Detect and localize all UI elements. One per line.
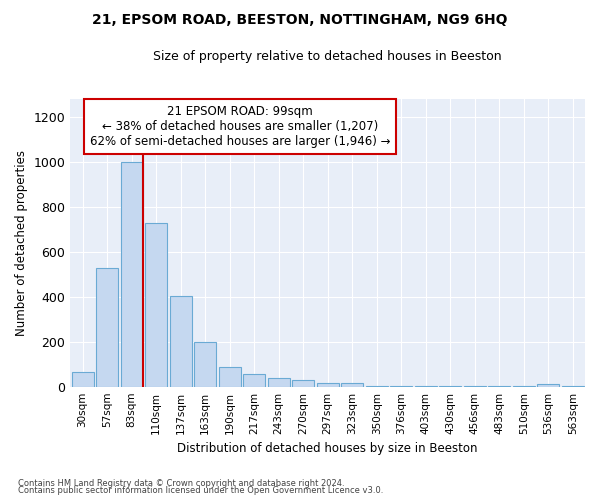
Bar <box>194 342 216 386</box>
Bar <box>71 372 94 386</box>
Bar <box>341 384 363 386</box>
Bar <box>317 384 338 386</box>
Y-axis label: Number of detached properties: Number of detached properties <box>15 150 28 336</box>
Text: Contains HM Land Registry data © Crown copyright and database right 2024.: Contains HM Land Registry data © Crown c… <box>18 478 344 488</box>
Bar <box>121 162 143 386</box>
Bar <box>243 374 265 386</box>
Title: Size of property relative to detached houses in Beeston: Size of property relative to detached ho… <box>154 50 502 63</box>
Bar <box>170 296 191 386</box>
Bar <box>218 367 241 386</box>
Bar <box>145 222 167 386</box>
X-axis label: Distribution of detached houses by size in Beeston: Distribution of detached houses by size … <box>178 442 478 455</box>
Bar <box>292 380 314 386</box>
Bar <box>96 268 118 386</box>
Text: 21 EPSOM ROAD: 99sqm
← 38% of detached houses are smaller (1,207)
62% of semi-de: 21 EPSOM ROAD: 99sqm ← 38% of detached h… <box>90 104 391 148</box>
Bar <box>268 378 290 386</box>
Text: Contains public sector information licensed under the Open Government Licence v3: Contains public sector information licen… <box>18 486 383 495</box>
Text: 21, EPSOM ROAD, BEESTON, NOTTINGHAM, NG9 6HQ: 21, EPSOM ROAD, BEESTON, NOTTINGHAM, NG9… <box>92 12 508 26</box>
Bar <box>537 384 559 386</box>
